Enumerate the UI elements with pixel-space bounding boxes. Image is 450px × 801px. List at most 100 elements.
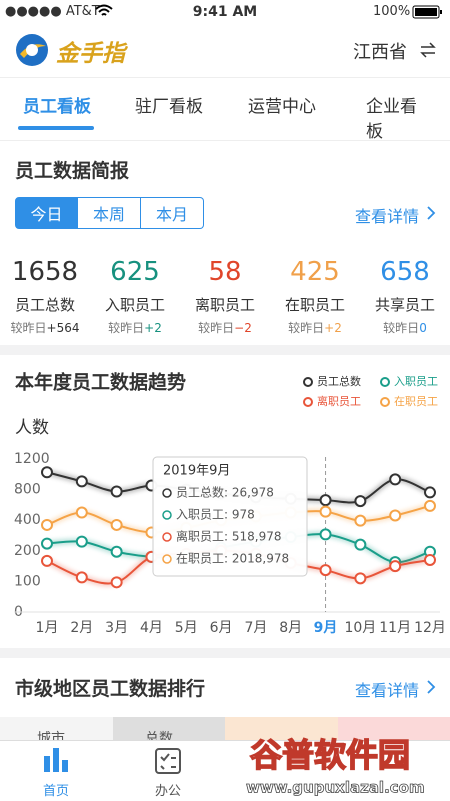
tab[interactable]: 员工看板 bbox=[23, 97, 91, 117]
legend-marker bbox=[380, 377, 390, 387]
data-point bbox=[41, 466, 53, 479]
legend-label: 员工总数 bbox=[317, 374, 361, 388]
stat-compare: 较昨日+2 bbox=[270, 319, 360, 336]
tooltip-item: 入职员工: 978 bbox=[176, 508, 255, 522]
tooltip-marker bbox=[162, 510, 172, 520]
period-button[interactable]: 今日 bbox=[15, 197, 78, 229]
compare-label: 较昨日 bbox=[288, 321, 325, 335]
table-header-cell bbox=[225, 717, 338, 741]
clock: 9:41 AM bbox=[192, 4, 258, 20]
data-point bbox=[424, 499, 436, 512]
data-point bbox=[424, 553, 436, 566]
data-point bbox=[424, 486, 436, 499]
legend-marker bbox=[380, 397, 390, 407]
stat-label: 入职员工 bbox=[104, 296, 165, 314]
carrier: ●●●●● AT&T bbox=[5, 4, 100, 19]
tab[interactable]: 驻厂看板 bbox=[135, 97, 203, 117]
tooltip-marker bbox=[162, 532, 172, 542]
table-header-cell bbox=[0, 717, 113, 741]
compare-delta: +2 bbox=[144, 321, 162, 335]
stat-value: 58 bbox=[208, 257, 242, 287]
tab[interactable]: 运营中心 bbox=[248, 97, 316, 117]
stat-label: 共享员工 bbox=[374, 296, 435, 314]
data-point bbox=[110, 518, 123, 531]
data-point bbox=[354, 572, 367, 585]
watermark: 谷普软件园 www.gupuxlazal.com bbox=[246, 735, 425, 797]
data-point bbox=[319, 505, 332, 518]
details-link[interactable]: 查看详情 bbox=[355, 207, 420, 226]
section-title: 员工数据简报 bbox=[15, 160, 130, 182]
compare-label: 较昨日 bbox=[108, 321, 145, 335]
switch-icon[interactable] bbox=[419, 42, 437, 58]
y-tick-label: 100 bbox=[14, 573, 41, 589]
legend-label: 在职员工 bbox=[394, 395, 438, 408]
data-point bbox=[75, 475, 88, 488]
home-icon[interactable] bbox=[42, 746, 70, 774]
data-point bbox=[389, 509, 402, 522]
nav-label[interactable]: 办公 bbox=[155, 784, 182, 799]
x-tick-label: 10月 bbox=[344, 620, 376, 636]
stat-card: 425 在职员工 较昨日+2 bbox=[270, 255, 360, 336]
divider bbox=[0, 140, 450, 141]
tab[interactable]: 企业看板 bbox=[366, 97, 417, 142]
period-button[interactable]: 本周 bbox=[78, 197, 141, 229]
data-point bbox=[75, 571, 88, 584]
data-point bbox=[41, 537, 53, 550]
x-tick-label: 5月 bbox=[175, 620, 198, 636]
compare-label: 较昨日 bbox=[383, 321, 420, 335]
stat-value: 1658 bbox=[11, 257, 79, 287]
brand-logo bbox=[16, 34, 48, 66]
stat-compare: 较昨日−2 bbox=[180, 319, 270, 336]
stat-label: 员工总数 bbox=[14, 296, 75, 314]
legend-marker bbox=[303, 397, 313, 407]
stat-card: 625 入职员工较昨日+2 bbox=[90, 255, 180, 336]
data-point bbox=[75, 535, 88, 548]
x-tick-label: 7月 bbox=[244, 620, 267, 636]
tooltip-item: 员工总数: 26,978 bbox=[176, 485, 274, 500]
data-point bbox=[41, 518, 53, 531]
details-link[interactable]: 查看详情 bbox=[355, 681, 420, 700]
nav-label[interactable]: 首页 bbox=[43, 784, 70, 799]
region-selector[interactable]: 江西省 bbox=[353, 42, 407, 63]
stat-compare: 较昨日+564 bbox=[0, 319, 90, 336]
tooltip-marker bbox=[162, 554, 172, 564]
y-tick-label: 200 bbox=[14, 543, 41, 559]
tooltip-box bbox=[152, 456, 308, 577]
data-point bbox=[354, 495, 367, 508]
bottom-nav bbox=[0, 740, 450, 801]
watermark-url: www.gupuxlazal.com bbox=[246, 779, 425, 797]
data-point bbox=[389, 473, 402, 486]
legend-label: 离职员工 bbox=[317, 394, 361, 408]
data-point bbox=[319, 564, 332, 577]
y-tick-label: 1200 bbox=[14, 451, 50, 467]
stat-label: 离职员工 bbox=[194, 296, 255, 314]
divider bbox=[0, 77, 450, 78]
stat-value: 625 bbox=[110, 257, 160, 287]
y-tick-label: 400 bbox=[14, 512, 41, 528]
tooltip-title: 2019年9月 bbox=[163, 464, 230, 479]
stat-label: 在职员工 bbox=[284, 296, 345, 314]
section-title: 市级地区员工数据排行 bbox=[15, 678, 206, 700]
x-tick-label: 12月 bbox=[414, 620, 446, 636]
tab-indicator bbox=[18, 126, 94, 130]
data-point bbox=[110, 545, 123, 558]
x-tick-label: 4月 bbox=[140, 620, 163, 636]
battery-icon bbox=[412, 5, 442, 19]
compare-delta: +2 bbox=[324, 321, 342, 335]
chart-title: 本年度员工数据趋势 bbox=[15, 371, 186, 394]
x-tick-label: 6月 bbox=[210, 620, 233, 636]
watermark-title: 谷普软件园 bbox=[250, 736, 410, 774]
period-button[interactable]: 本月 bbox=[141, 197, 204, 229]
tooltip-marker bbox=[162, 488, 172, 498]
section-gap bbox=[0, 345, 450, 355]
compare-label: 较昨日 bbox=[10, 321, 47, 335]
office-icon[interactable] bbox=[154, 747, 182, 775]
x-tick-label: 9月 bbox=[314, 620, 338, 636]
x-tick-label: 8月 bbox=[279, 620, 302, 636]
data-point bbox=[110, 485, 123, 498]
stat-value: 658 bbox=[380, 257, 430, 287]
table-header-cell bbox=[338, 717, 450, 741]
